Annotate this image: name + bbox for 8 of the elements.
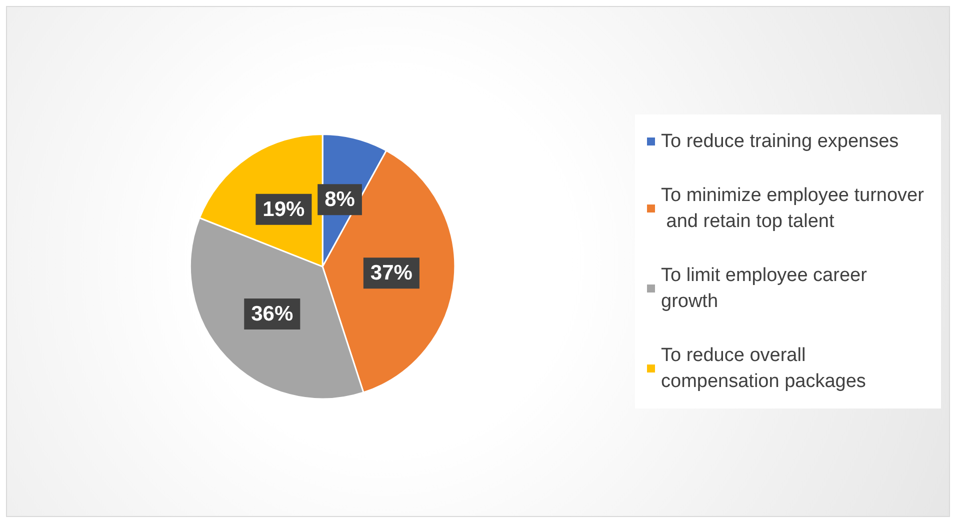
data-label: 36%: [251, 302, 294, 326]
legend-label: To reduce overall compensation packages: [661, 345, 866, 392]
data-label: 8%: [324, 188, 356, 212]
data-label: 19%: [262, 198, 306, 221]
legend-label: To reduce training expenses: [661, 131, 899, 152]
legend-label: To minimize employee turnover and retain top talent: [661, 185, 925, 232]
legend-label: To limit employee career growth: [661, 265, 872, 312]
data-label: 37%: [370, 262, 413, 285]
